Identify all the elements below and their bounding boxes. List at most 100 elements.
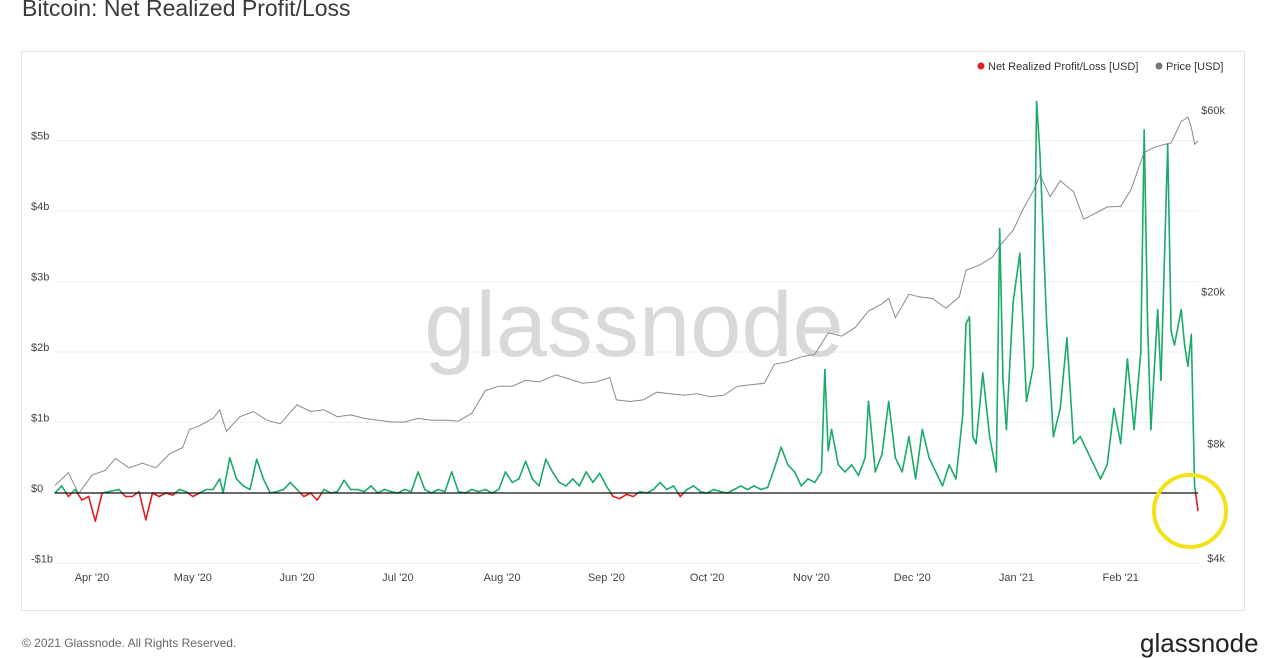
- left-tick-label: -$1b: [31, 554, 53, 566]
- pnl-segment: [822, 370, 825, 472]
- pnl-segment: [358, 490, 365, 492]
- pnl-segment: [795, 472, 802, 486]
- pnl-segment: [277, 490, 284, 492]
- pnl-segment: [748, 486, 755, 490]
- pnl-segment: [519, 461, 526, 479]
- pnl-segment: [1134, 352, 1141, 430]
- pnl-segment: [741, 486, 748, 490]
- pnl-segment: [1196, 493, 1198, 511]
- left-axis: -$1b$0$1b$2b$3b$4b$5b: [31, 131, 53, 566]
- pnl-segment: [213, 479, 220, 490]
- pnl-segment: [1047, 324, 1054, 437]
- pnl-segment: [411, 472, 418, 492]
- left-tick-label: $2b: [31, 342, 49, 354]
- pnl-segment: [579, 472, 586, 486]
- pnl-segment: [1114, 408, 1121, 443]
- pnl-segment: [1148, 324, 1151, 430]
- pnl-segment: [714, 490, 721, 492]
- pnl-segment: [263, 479, 270, 493]
- pnl-segment: [976, 373, 983, 444]
- pnl-segment: [674, 486, 678, 493]
- pnl-segment: [990, 437, 997, 472]
- legend-dot-pnl: [978, 63, 985, 70]
- pnl-segment: [1191, 334, 1194, 486]
- pnl-segment: [385, 490, 392, 492]
- pnl-segment: [694, 486, 701, 492]
- pnl-segment: [613, 497, 620, 499]
- pnl-segment: [1144, 130, 1147, 324]
- x-tick-label: Jul '20: [382, 572, 413, 584]
- pnl-segment: [983, 373, 990, 437]
- x-tick-label: Dec '20: [894, 572, 931, 584]
- pnl-segment: [284, 482, 291, 489]
- pnl-segment: [230, 458, 237, 479]
- pnl-segment: [364, 486, 371, 492]
- pnl-segment: [1151, 310, 1158, 430]
- pnl-segment: [418, 472, 425, 490]
- pnl-segment: [62, 486, 66, 493]
- pnl-segment: [963, 324, 966, 416]
- pnl-segment: [77, 493, 82, 500]
- pnl-segment: [371, 486, 378, 493]
- pnl-segment: [479, 490, 486, 492]
- pnl-segment: [895, 458, 902, 472]
- pnl-segment: [95, 493, 102, 521]
- left-tick-label: $4b: [31, 201, 49, 213]
- pnl-segment: [1107, 408, 1114, 464]
- pnl-segment: [526, 461, 533, 479]
- pnl-segment: [317, 493, 322, 500]
- pnl-segment: [1027, 366, 1034, 401]
- glassnode-logo[interactable]: glassnode: [1140, 628, 1259, 658]
- pnl-segment: [943, 465, 950, 486]
- pnl-segment: [660, 482, 667, 489]
- pnl-segment: [1013, 253, 1020, 302]
- pnl-segment: [139, 493, 145, 520]
- right-tick-label: $60k: [1201, 105, 1225, 117]
- pnl-segment: [815, 472, 822, 483]
- pnl-segment: [532, 479, 539, 486]
- legend-label-pnl: Net Realized Profit/Loss [USD]: [988, 61, 1138, 73]
- pnl-segment: [1181, 310, 1184, 345]
- pnl-segment: [902, 437, 909, 472]
- pnl-segment: [832, 430, 839, 465]
- legend[interactable]: Net Realized Profit/Loss [USD] Price [USD…: [978, 61, 1224, 73]
- pnl-segment: [845, 465, 852, 472]
- left-tick-label: $5b: [31, 131, 49, 143]
- pnl-segment: [220, 479, 223, 493]
- pnl-segment: [539, 459, 546, 486]
- pnl-segment: [344, 480, 351, 489]
- pnl-segment: [1033, 102, 1036, 366]
- pnl-segment: [337, 480, 344, 491]
- x-tick-label: May '20: [174, 572, 212, 584]
- x-tick-label: Jun '20: [279, 572, 314, 584]
- legend-label-price: Price [USD]: [1166, 61, 1223, 73]
- pnl-segment: [1020, 253, 1027, 401]
- pnl-segment: [1185, 345, 1188, 366]
- pnl-segment: [506, 472, 513, 483]
- right-tick-label: $8k: [1207, 438, 1225, 450]
- pnl-segment: [869, 401, 876, 472]
- pnl-segment: [1060, 338, 1067, 409]
- pnl-segment: [1168, 144, 1171, 331]
- pnl-segment: [627, 494, 634, 496]
- pnl-segment: [1037, 102, 1040, 155]
- pnl-segment: [243, 486, 250, 490]
- pnl-segment: [445, 472, 452, 492]
- right-tick-label: $4k: [1207, 553, 1225, 565]
- pnl-segment: [825, 370, 828, 451]
- x-tick-label: Oct '20: [690, 572, 725, 584]
- pnl-segment: [865, 401, 868, 457]
- pnl-segment: [1171, 331, 1174, 345]
- pnl-segment: [761, 487, 768, 489]
- pnl-segment: [1080, 437, 1087, 451]
- pnl-segment: [859, 458, 866, 476]
- x-tick-label: Aug '20: [484, 572, 521, 584]
- pnl-segment: [996, 229, 999, 472]
- pnl-segment: [936, 472, 943, 486]
- right-tick-label: $20k: [1201, 287, 1225, 299]
- pnl-segment: [667, 486, 674, 490]
- pnl-segment: [606, 486, 611, 493]
- pnl-segment: [838, 465, 845, 472]
- pnl-segment: [1121, 359, 1128, 444]
